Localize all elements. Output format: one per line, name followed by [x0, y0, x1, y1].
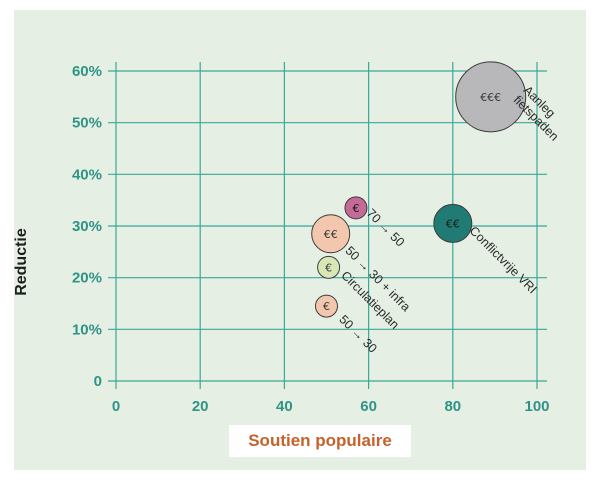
y-tick-label: 0	[94, 373, 102, 390]
x-tick-label: 20	[192, 398, 209, 415]
bubble	[455, 61, 527, 133]
bubble-cost-label: €	[325, 261, 332, 274]
bubble	[311, 214, 351, 254]
y-axis-label: Reductie	[13, 228, 30, 296]
x-axis-label: Soutien populaire	[248, 431, 392, 450]
y-tick-label: 40%	[72, 166, 102, 183]
bubble-cost-label: €€	[324, 228, 338, 241]
bubble	[315, 294, 338, 318]
point-annotation: Conflictvrije VRI	[467, 224, 540, 297]
x-tick-label: 0	[112, 398, 120, 415]
tick-labels: 0 20 40 60 80 100 0 10% 20% 30% 40% 50% 60%	[72, 63, 550, 415]
x-tick-label: 40	[276, 398, 293, 415]
y-tick-label: 60%	[72, 63, 102, 80]
point-annotation: 70 → 50	[364, 206, 407, 249]
bubble-cost-label: €€€	[480, 91, 501, 104]
bubble	[317, 255, 341, 279]
y-tick-label: 10%	[72, 321, 102, 338]
y-tick-label: 20%	[72, 270, 102, 287]
bubble-cost-label: €	[352, 202, 359, 215]
x-tick-label: 60	[360, 398, 377, 415]
bubble-cost-label: €€	[446, 217, 460, 230]
bubble	[433, 203, 473, 243]
x-tick-label: 100	[524, 398, 549, 415]
y-tick-label: 30%	[72, 218, 102, 235]
x-axis-label-background	[229, 425, 411, 457]
y-tick-label: 50%	[72, 115, 102, 132]
point-annotation: 50 → 30	[336, 312, 379, 355]
bubble-cost-label: €	[323, 300, 330, 313]
x-tick-label: 80	[444, 398, 461, 415]
bubbles: €€€€€€€€€€	[311, 61, 527, 318]
bubble	[344, 196, 368, 220]
